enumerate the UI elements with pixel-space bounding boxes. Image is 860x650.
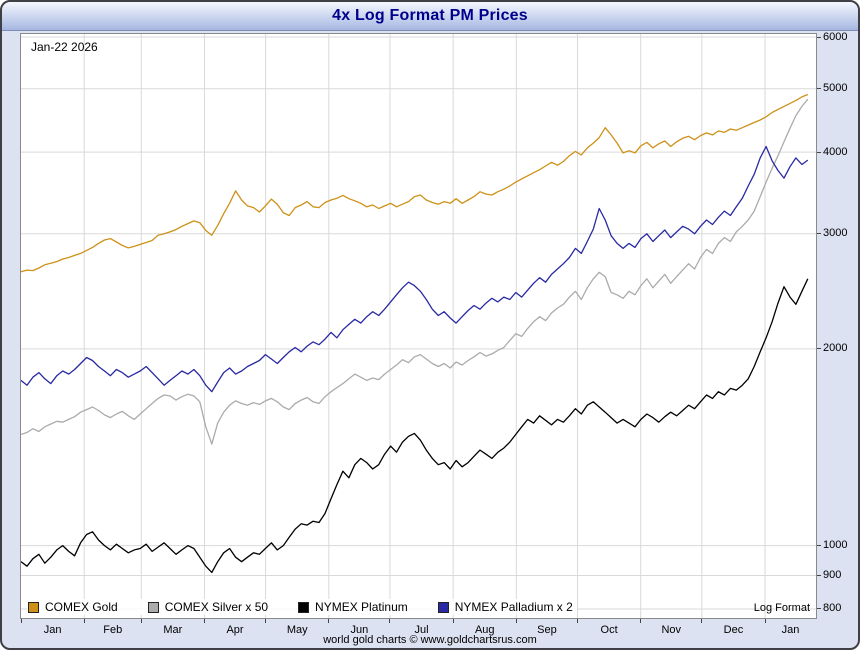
y-axis-label: 900 [823, 569, 842, 582]
y-axis-label: 2000 [823, 342, 848, 355]
footer-copyright: world gold charts © www.goldchartsrus.co… [323, 634, 537, 646]
palladium-swatch-icon [437, 601, 449, 613]
x-axis-label-month: Feb [103, 624, 123, 636]
y-axis-tick [817, 233, 821, 235]
legend-label-nymex-platinum: NYMEX Platinum [315, 600, 408, 614]
y-axis-label: 3000 [823, 227, 848, 240]
grid-layer [21, 34, 816, 618]
series-line-comex-silver-x-50 [21, 98, 809, 445]
title-bar: 4x Log Format PM Prices [2, 2, 858, 31]
y-axis-label: 6000 [823, 30, 848, 43]
y-axis-label: 5000 [823, 82, 848, 95]
y-axis-tick [817, 348, 821, 350]
platinum-swatch-icon [298, 601, 310, 613]
x-axis-label-month: Nov [661, 624, 682, 636]
y-axis-tick [817, 88, 821, 90]
x-axis-tick [515, 619, 517, 623]
chart-canvas [21, 34, 816, 618]
x-axis-tick [83, 619, 85, 623]
legend-item-nymex-palladium: NYMEX Palladium x 2 [437, 600, 573, 614]
x-axis-label-month: May [286, 624, 308, 636]
x-axis-tick [764, 619, 766, 623]
legend-item-nymex-platinum: NYMEX Platinum [298, 600, 408, 614]
legend-label-nymex-palladium: NYMEX Palladium x 2 [454, 600, 573, 614]
x-axis-label-month: Mar [163, 624, 183, 636]
legend-label-comex-silver: COMEX Silver x 50 [164, 600, 269, 614]
x-axis-tick [452, 619, 454, 623]
x-axis-label-month: Aug [474, 624, 495, 636]
x-axis-tick [265, 619, 267, 623]
x-axis-label-month: Sep [537, 624, 557, 636]
x-axis-tick [203, 619, 205, 623]
gold-swatch-icon [28, 601, 39, 613]
chart-title: 4x Log Format PM Prices [332, 7, 528, 24]
x-axis-label-month: Jun [350, 624, 369, 636]
x-axis-tick [577, 619, 578, 623]
y-axis-tick [817, 545, 821, 547]
legend-label-comex-gold: COMEX Gold [45, 600, 118, 614]
silver-swatch-icon [147, 601, 159, 613]
y-axis-tick [817, 36, 821, 38]
series-line-comex-gold [21, 93, 809, 273]
x-axis-tick [20, 619, 22, 623]
x-axis-label-month: Oct [600, 624, 618, 636]
x-axis-tick [140, 619, 142, 623]
x-axis-label-month: Jul [414, 624, 429, 636]
series-line-nymex-platinum [21, 278, 809, 574]
x-axis-label-month: Apr [226, 624, 244, 636]
legend: COMEX Gold COMEX Silver x 50 NYMEX Plati… [27, 599, 577, 615]
legend-item-comex-silver: COMEX Silver x 50 [147, 600, 269, 614]
y-axis-tick [817, 575, 821, 577]
series-line-nymex-palladium-x-2 [21, 145, 809, 393]
x-axis-tick [389, 619, 391, 623]
log-format-label: Log Format [753, 602, 810, 614]
y-axis-label: 1000 [823, 539, 848, 552]
x-axis-label-month: Dec [723, 624, 744, 636]
x-axis-label-month: Jan [781, 624, 800, 636]
plot-area: Jan-22 2026 COMEX Gold COMEX Silver x 50… [20, 33, 817, 619]
legend-item-comex-gold: COMEX Gold [28, 600, 118, 614]
y-axis-tick [817, 608, 821, 610]
x-axis-tick [328, 619, 330, 623]
x-axis-label-month: Jan [43, 624, 62, 636]
date-label: Jan-22 2026 [31, 40, 98, 54]
x-axis-tick [640, 619, 642, 623]
y-axis-tick [817, 151, 821, 153]
y-axis-label: 4000 [823, 145, 848, 158]
x-axis-tick [701, 619, 703, 623]
y-axis-label: 800 [823, 602, 842, 615]
